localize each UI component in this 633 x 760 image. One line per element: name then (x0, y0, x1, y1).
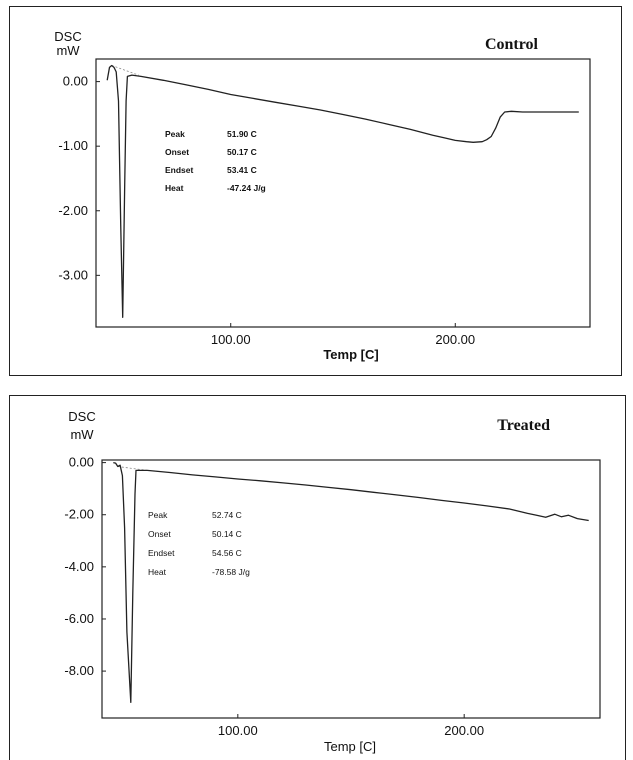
plot-frame (95, 58, 591, 328)
control-chart-panel: DSC mW Control 0.00 -1.00 -2.00 -3.00 100.00 200… (9, 6, 622, 376)
chart-svg: DSC mW Treated 0.00 -2.00 -4.00 -6.00 -8.00 100.… (64, 409, 601, 754)
x-tick-label: 100.00 (211, 332, 251, 347)
annotation-value: 52.74 C (212, 510, 242, 520)
annotation-value: -47.24 J/g (227, 183, 266, 193)
annotation-value: 54.56 C (212, 548, 242, 558)
y-tick-label: -2.00 (64, 507, 94, 522)
baseline-line (111, 65, 139, 76)
y-tick-label: 0.00 (69, 455, 94, 470)
chart-title: Control (485, 36, 539, 53)
y-axis-label-mw: mW (70, 427, 94, 442)
x-tick-label: 100.00 (218, 723, 258, 738)
chart-title: Treated (497, 417, 550, 434)
dsc-curve (106, 64, 579, 318)
y-tick-label: -1.00 (58, 138, 88, 153)
annotation-value: 51.90 C (227, 129, 257, 139)
annotation-value: -78.58 J/g (212, 567, 250, 577)
annotation-value: 50.14 C (212, 529, 242, 539)
y-tick-label: -2.00 (58, 203, 88, 218)
y-tick-label: -3.00 (58, 267, 88, 282)
dsc-curve (113, 461, 589, 704)
y-tick-label: -4.00 (64, 559, 94, 574)
annotation-value: 50.17 C (227, 147, 257, 157)
x-tick-label: 200.00 (435, 332, 475, 347)
y-tick-label: -8.00 (64, 663, 94, 678)
x-axis-label: Temp [C] (323, 347, 378, 362)
annotation-label: Endset (165, 165, 194, 175)
annotation-label: Peak (165, 129, 185, 139)
x-tick-label: 200.00 (444, 723, 484, 738)
x-axis-label: Temp [C] (324, 739, 376, 754)
y-axis-label-dsc: DSC (54, 29, 81, 44)
annotation-value: 53.41 C (227, 165, 257, 175)
annotation-label: Heat (148, 567, 167, 577)
annotation-label: Onset (148, 529, 171, 539)
y-tick-label: 0.00 (63, 74, 88, 89)
y-tick-label: -6.00 (64, 611, 94, 626)
annotation-label: Heat (165, 183, 184, 193)
annotation-label: Onset (165, 147, 189, 157)
y-axis-label-mw: mW (56, 43, 80, 58)
y-axis-label-dsc: DSC (68, 409, 95, 424)
plot-frame (101, 459, 601, 719)
treated-chart-panel: DSC mW Treated 0.00 -2.00 -4.00 -6.00 -8.00 100.… (9, 395, 626, 760)
annotation-label: Endset (148, 548, 175, 558)
annotation-label: Peak (148, 510, 168, 520)
